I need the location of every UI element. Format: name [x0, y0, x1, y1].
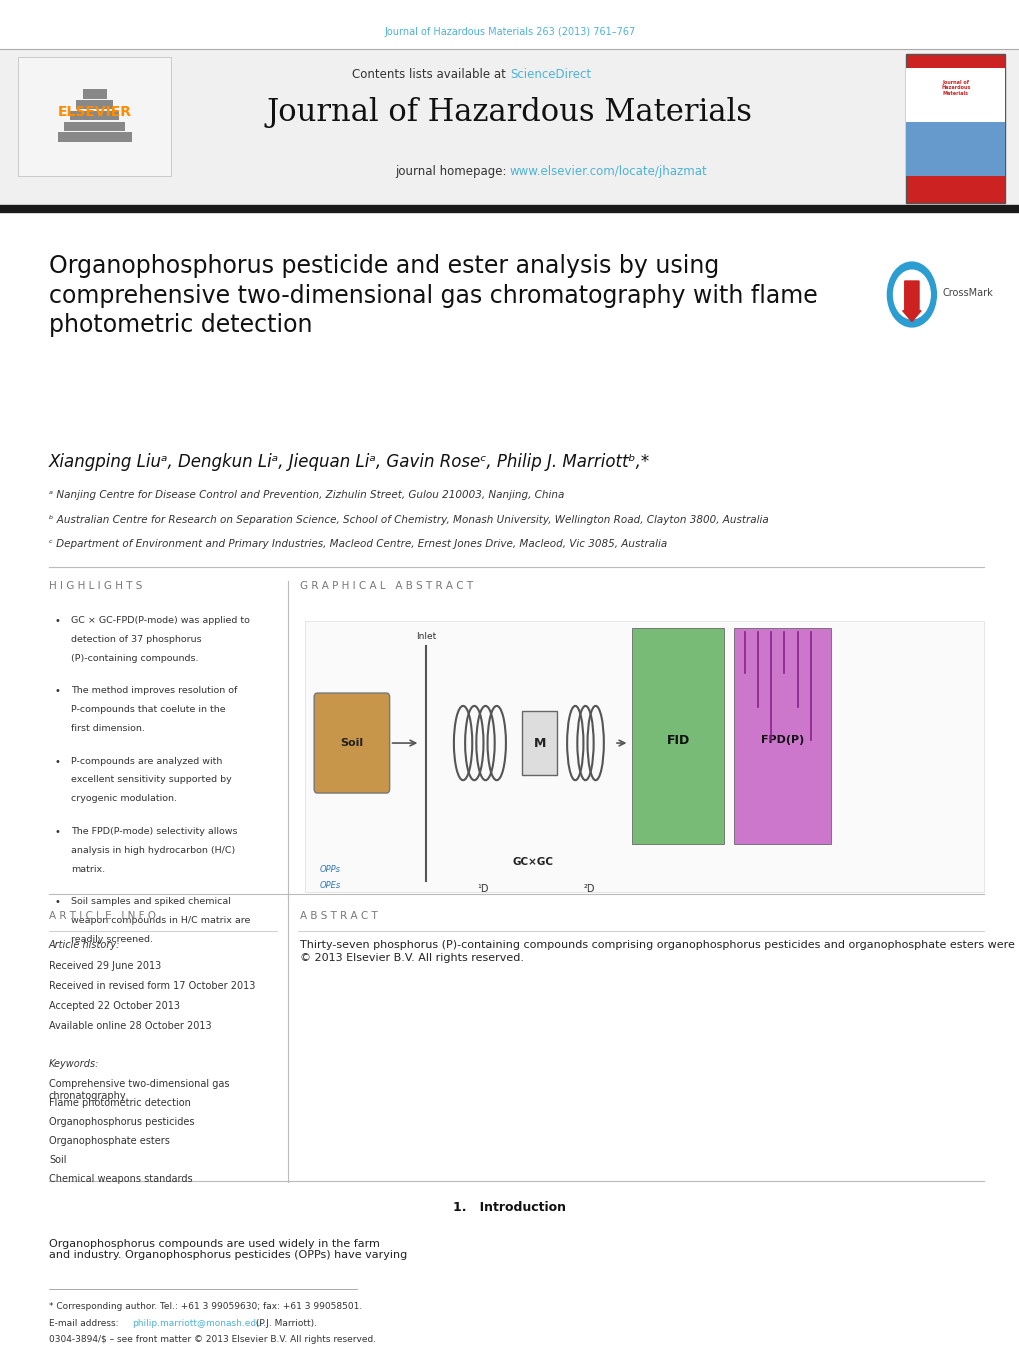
Text: analysis in high hydrocarbon (H/C): analysis in high hydrocarbon (H/C) — [71, 846, 235, 855]
Text: CrossMark: CrossMark — [942, 288, 993, 299]
Circle shape — [893, 270, 929, 319]
Text: Contents lists available at: Contents lists available at — [352, 68, 510, 81]
Text: Available online 28 October 2013: Available online 28 October 2013 — [49, 1021, 211, 1031]
Text: 1.   Introduction: 1. Introduction — [453, 1201, 566, 1215]
Text: •: • — [54, 686, 60, 696]
Text: ELSEVIER: ELSEVIER — [58, 105, 131, 119]
Text: Soil: Soil — [49, 1155, 66, 1165]
Text: Received 29 June 2013: Received 29 June 2013 — [49, 961, 161, 970]
Text: Organophosphorus compounds are used widely in the farm
and industry. Organophosp: Organophosphorus compounds are used wide… — [49, 1239, 407, 1260]
Bar — [734, 628, 830, 844]
Text: H I G H L I G H T S: H I G H L I G H T S — [49, 581, 143, 590]
Text: OPPs: OPPs — [319, 865, 340, 874]
Text: readily screened.: readily screened. — [71, 935, 153, 944]
Bar — [64, 122, 125, 131]
Text: Xiangping Liuᵃ, Dengkun Liᵃ, Jiequan Liᵃ, Gavin Roseᶜ, Philip J. Marriottᵇ,*: Xiangping Liuᵃ, Dengkun Liᵃ, Jiequan Liᵃ… — [49, 453, 649, 470]
Text: ScienceDirect: ScienceDirect — [510, 68, 591, 81]
Text: •: • — [54, 897, 60, 907]
Text: excellent sensitivity supported by: excellent sensitivity supported by — [71, 775, 232, 785]
Text: Organophosphorus pesticides: Organophosphorus pesticides — [49, 1117, 195, 1127]
Text: Journal of
Hazardous
Materials: Journal of Hazardous Materials — [941, 80, 969, 96]
Bar — [0, 49, 1019, 205]
Text: ¹D: ¹D — [477, 884, 489, 893]
Text: Article history:: Article history: — [49, 940, 120, 950]
Text: philip.marriott@monash.edu: philip.marriott@monash.edu — [132, 1319, 262, 1328]
Text: A R T I C L E   I N F O: A R T I C L E I N F O — [49, 911, 156, 920]
Text: FID: FID — [666, 734, 689, 747]
Text: A B S T R A C T: A B S T R A C T — [300, 911, 377, 920]
Text: ²D: ²D — [583, 884, 595, 893]
Text: journal homepage:: journal homepage: — [394, 165, 510, 178]
Text: •: • — [54, 616, 60, 626]
Bar — [632, 628, 723, 844]
Text: ᶜ Department of Environment and Primary Industries, Macleod Centre, Ernest Jones: ᶜ Department of Environment and Primary … — [49, 539, 666, 549]
FancyArrow shape — [902, 281, 920, 322]
Text: OPEs: OPEs — [319, 881, 340, 890]
Bar — [70, 111, 119, 120]
Bar — [83, 89, 107, 99]
Text: Soil samples and spiked chemical: Soil samples and spiked chemical — [71, 897, 231, 907]
Text: Keywords:: Keywords: — [49, 1059, 99, 1069]
Text: Organophosphate esters: Organophosphate esters — [49, 1136, 170, 1146]
Text: Chemical weapons standards: Chemical weapons standards — [49, 1174, 193, 1183]
Bar — [305, 621, 983, 892]
Text: ᵃ Nanjing Centre for Disease Control and Prevention, Zizhulin Street, Gulou 2100: ᵃ Nanjing Centre for Disease Control and… — [49, 490, 564, 500]
Bar — [905, 54, 1004, 203]
Text: M: M — [533, 736, 545, 750]
Text: •: • — [54, 757, 60, 766]
Text: Flame photometric detection: Flame photometric detection — [49, 1098, 191, 1108]
Text: ᵇ Australian Centre for Research on Separation Science, School of Chemistry, Mon: ᵇ Australian Centre for Research on Sepa… — [49, 515, 768, 524]
FancyBboxPatch shape — [314, 693, 389, 793]
Text: Soil: Soil — [340, 738, 363, 748]
Text: •: • — [54, 827, 60, 836]
Text: P-compounds that coelute in the: P-compounds that coelute in the — [71, 705, 226, 715]
Text: (P.J. Marriott).: (P.J. Marriott). — [253, 1319, 317, 1328]
Text: Comprehensive two-dimensional gas
chronatography: Comprehensive two-dimensional gas chrona… — [49, 1079, 229, 1101]
FancyBboxPatch shape — [522, 711, 556, 775]
Text: Journal of Hazardous Materials 263 (2013) 761–767: Journal of Hazardous Materials 263 (2013… — [384, 27, 635, 36]
Bar — [76, 100, 113, 109]
Text: P-compounds are analyzed with: P-compounds are analyzed with — [71, 757, 222, 766]
Bar — [905, 122, 1004, 176]
Text: The method improves resolution of: The method improves resolution of — [71, 686, 237, 696]
Bar — [18, 57, 171, 176]
Text: GC×GC: GC×GC — [513, 858, 553, 867]
Text: The FPD(P-mode) selectivity allows: The FPD(P-mode) selectivity allows — [71, 827, 237, 836]
Text: FPD(P): FPD(P) — [760, 735, 804, 746]
Text: Organophosphorus pesticide and ester analysis by using
comprehensive two-dimensi: Organophosphorus pesticide and ester ana… — [49, 254, 817, 338]
Text: first dimension.: first dimension. — [71, 724, 145, 734]
Text: cryogenic modulation.: cryogenic modulation. — [71, 794, 177, 804]
Text: matrix.: matrix. — [71, 865, 105, 874]
Text: Journal of Hazardous Materials: Journal of Hazardous Materials — [267, 97, 752, 128]
Text: Inlet: Inlet — [416, 632, 436, 642]
Text: Thirty-seven phosphorus (P)-containing compounds comprising organophosphorus pes: Thirty-seven phosphorus (P)-containing c… — [300, 940, 1019, 963]
Text: Accepted 22 October 2013: Accepted 22 October 2013 — [49, 1001, 179, 1011]
Text: * Corresponding author. Tel.: +61 3 99059630; fax: +61 3 99058501.: * Corresponding author. Tel.: +61 3 9905… — [49, 1302, 362, 1312]
Bar — [58, 132, 131, 142]
Text: 0304-3894/$ – see front matter © 2013 Elsevier B.V. All rights reserved.: 0304-3894/$ – see front matter © 2013 El… — [49, 1335, 376, 1344]
Circle shape — [887, 262, 935, 327]
Text: (P)-containing compounds.: (P)-containing compounds. — [71, 654, 199, 663]
Text: detection of 37 phosphorus: detection of 37 phosphorus — [71, 635, 202, 644]
Text: www.elsevier.com/locate/jhazmat: www.elsevier.com/locate/jhazmat — [510, 165, 707, 178]
Text: weapon compounds in H/C matrix are: weapon compounds in H/C matrix are — [71, 916, 251, 925]
Text: E-mail address:: E-mail address: — [49, 1319, 121, 1328]
Text: Received in revised form 17 October 2013: Received in revised form 17 October 2013 — [49, 981, 255, 990]
Text: G R A P H I C A L   A B S T R A C T: G R A P H I C A L A B S T R A C T — [300, 581, 473, 590]
Text: GC × GC-FPD(P-mode) was applied to: GC × GC-FPD(P-mode) was applied to — [71, 616, 250, 626]
Bar — [905, 68, 1004, 122]
